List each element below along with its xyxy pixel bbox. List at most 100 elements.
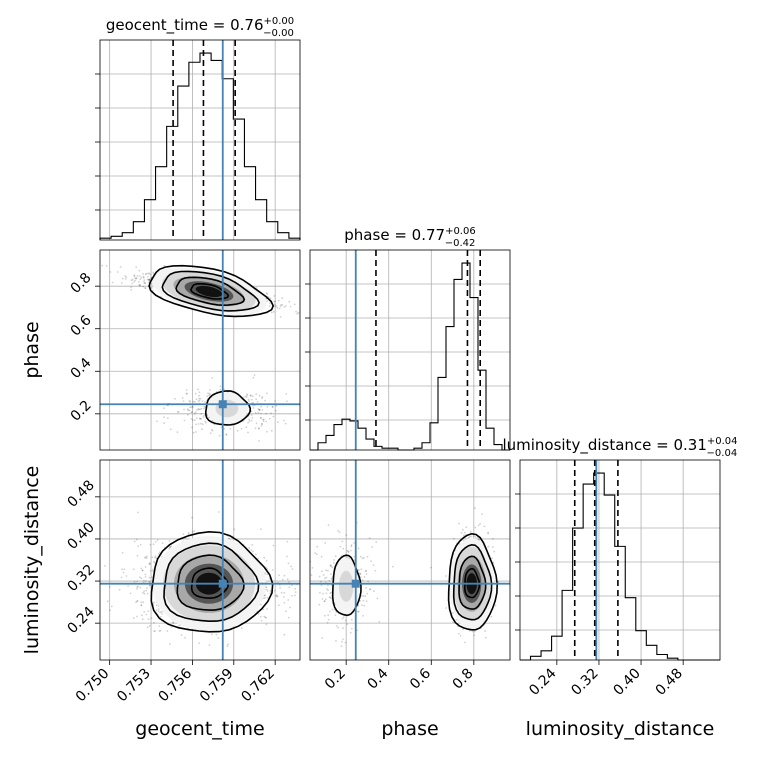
scatter-point [250, 549, 253, 551]
scatter-point [258, 427, 260, 430]
scatter-point [270, 412, 272, 415]
x-tick-label: 0.2 [322, 666, 349, 693]
scatter-point [217, 637, 220, 639]
scatter-point [147, 272, 150, 275]
scatter-point [359, 573, 362, 575]
scatter-point [186, 392, 188, 395]
x-tick-label: 0.32 [568, 666, 601, 699]
scatter-point [257, 411, 260, 414]
scatter-point [149, 581, 151, 584]
y-axis-label: phase [21, 321, 43, 378]
scatter-point [170, 545, 173, 548]
panel-hist-luminosity_distance [519, 459, 721, 661]
scatter-point [246, 393, 249, 395]
scatter-point [206, 395, 209, 398]
panel-2d-geocent_time-luminosity_distance [99, 459, 304, 661]
scatter-point [284, 422, 287, 425]
scatter-point [342, 616, 345, 618]
scatter-point [262, 608, 265, 611]
scatter-point [150, 617, 153, 619]
scatter-point [269, 297, 272, 300]
scatter-point [294, 591, 297, 593]
y-tick-label: 0.48 [64, 477, 97, 510]
scatter-point [136, 275, 139, 277]
y-axis-label: luminosity_distance [21, 466, 43, 655]
scatter-point [258, 394, 261, 397]
x-tick-label: 0.8 [450, 666, 477, 693]
scatter-point [357, 610, 359, 613]
scatter-point [350, 627, 353, 630]
scatter-point [465, 526, 468, 529]
scatter-point [281, 304, 284, 306]
scatter-point [329, 596, 332, 599]
scatter-point [145, 557, 148, 559]
scatter-point [490, 615, 493, 618]
scatter-point [265, 412, 267, 415]
scatter-point [136, 580, 139, 583]
scatter-point [168, 547, 171, 550]
scatter-point [452, 621, 454, 624]
scatter-point [274, 305, 276, 308]
scatter-point [183, 408, 185, 411]
scatter-point [252, 402, 255, 404]
scatter-point [152, 543, 155, 545]
scatter-point [145, 580, 147, 583]
scatter-point [366, 592, 369, 595]
density-shade [338, 570, 354, 602]
scatter-point [211, 633, 213, 636]
scatter-point [133, 280, 136, 283]
scatter-point [249, 394, 252, 397]
scatter-point [191, 419, 194, 421]
scatter-point [266, 567, 269, 570]
scatter-point [198, 417, 201, 420]
scatter-point [133, 274, 136, 277]
scatter-point [302, 591, 304, 593]
scatter-point [316, 553, 318, 556]
panel-title-upper-error: +0.04 [707, 436, 738, 447]
scatter-point [141, 569, 144, 572]
scatter-point [468, 629, 471, 632]
scatter-point [367, 580, 369, 583]
axes-frame [309, 249, 511, 451]
scatter-point [494, 604, 497, 607]
scatter-point [357, 547, 360, 550]
scatter-point [181, 397, 184, 399]
scatter-point [286, 400, 288, 403]
scatter-point [286, 555, 288, 558]
scatter-point [363, 576, 366, 578]
x-tick-label: 0.24 [526, 665, 559, 698]
scatter-point [227, 643, 230, 646]
scatter-point [163, 407, 165, 409]
scatter-point [459, 635, 462, 637]
scatter-point [132, 617, 135, 619]
scatter-point [194, 401, 196, 403]
scatter-point [140, 577, 143, 580]
scatter-point [327, 618, 330, 621]
scatter-point [365, 600, 368, 602]
scatter-point [209, 389, 211, 391]
scatter-point [143, 281, 145, 283]
scatter-point [130, 286, 133, 289]
y-tick-label: 0.24 [64, 604, 97, 637]
scatter-point [136, 587, 139, 590]
scatter-point [186, 413, 189, 416]
scatter-point [264, 594, 266, 597]
truth-marker [351, 579, 360, 588]
scatter-point [195, 417, 198, 420]
scatter-point [360, 568, 363, 571]
scatter-point [491, 546, 494, 548]
scatter-point [148, 279, 151, 282]
panel-title-lower-error: −0.04 [707, 448, 738, 459]
scatter-point [201, 400, 204, 402]
scatter-point [186, 408, 189, 411]
scatter-point [274, 594, 277, 597]
scatter-point [349, 549, 352, 552]
scatter-point [178, 624, 181, 627]
scatter-point [263, 615, 266, 618]
scatter-point [473, 634, 476, 637]
scatter-point [324, 577, 326, 580]
scatter-point [330, 565, 333, 568]
scatter-point [325, 576, 328, 579]
scatter-point [342, 547, 345, 550]
scatter-point [207, 392, 209, 395]
